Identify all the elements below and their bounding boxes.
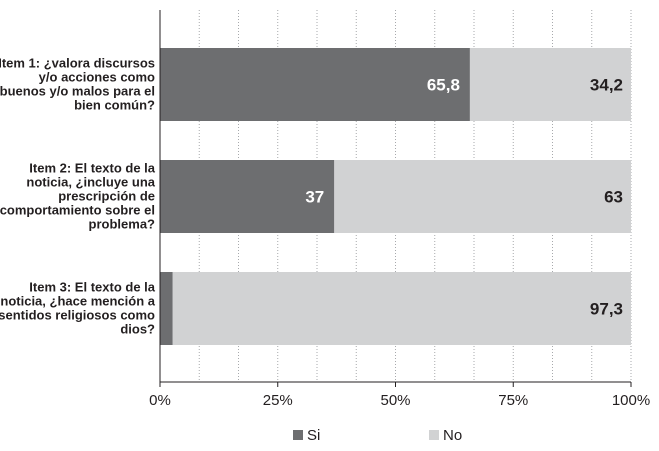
legend-label-si: Si (307, 427, 320, 444)
x-tick-label: 50% (380, 392, 410, 409)
category-label: prescripción de (58, 189, 155, 204)
bar-no-item-1 (469, 48, 631, 121)
bars: 65,834,237632,797,3 (160, 48, 632, 345)
category-label: Item 1: ¿valora discursos (0, 56, 155, 71)
data-label: 63 (604, 188, 623, 207)
category-label: y/o acciones como (39, 70, 155, 85)
bar-no-item-2 (334, 160, 631, 233)
category-label: noticia, ¿incluye una (26, 175, 155, 190)
x-axis: 0% 25% 50% 75% 100% (149, 10, 650, 409)
data-label: 65,8 (427, 76, 460, 95)
bar-no-item-3 (172, 272, 632, 345)
category-label: comportamiento sobre el (0, 203, 155, 218)
category-label: sentidos religiosos como (0, 308, 155, 323)
legend-swatch-no (429, 430, 439, 440)
bar-si-item-2 (160, 160, 335, 233)
bar-si-item-1 (160, 48, 470, 121)
legend: Si No (293, 427, 462, 444)
category-label: bien común? (74, 98, 155, 113)
data-label: 97,3 (590, 300, 623, 319)
category-label: Item 2: El texto de la (29, 161, 155, 176)
legend-label-no: No (443, 427, 462, 444)
x-tick-label: 0% (149, 392, 171, 409)
category-label: dios? (120, 322, 155, 337)
data-label: 37 (305, 188, 324, 207)
category-label: noticia, ¿hace mención a (0, 294, 155, 309)
category-label: buenos y/o malos para el (0, 84, 155, 99)
x-tick-label: 100% (612, 392, 650, 409)
x-tick-label: 25% (263, 392, 293, 409)
category-label: problema? (89, 217, 156, 232)
category-label: Item 3: El texto de la (29, 280, 155, 295)
bar-si-item-3 (160, 272, 173, 345)
legend-swatch-si (293, 430, 303, 440)
data-label: 34,2 (590, 76, 623, 95)
x-tick-label: 75% (498, 392, 528, 409)
